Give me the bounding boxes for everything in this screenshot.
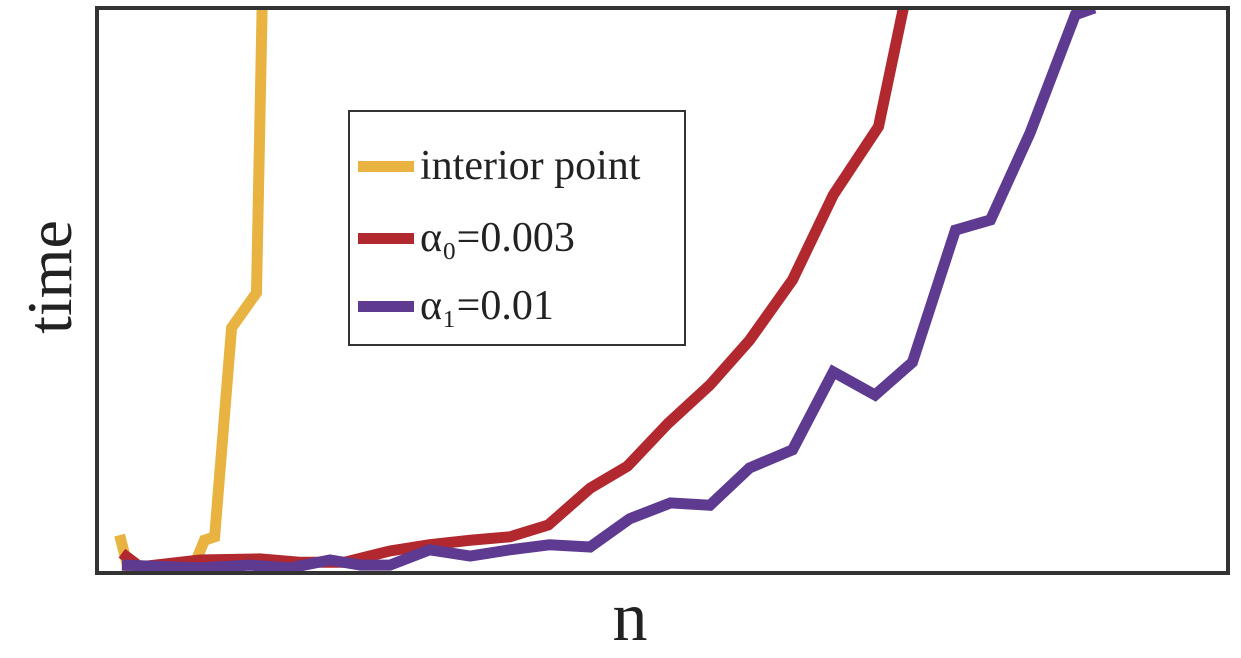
legend-item-alpha0: α₀=0.003 [358, 208, 575, 268]
legend: interior point α₀=0.003 α₁=0.01 [348, 110, 686, 346]
legend-swatch [358, 160, 414, 172]
legend-item-alpha1: α₁=0.01 [358, 276, 554, 336]
y-axis-label: time [14, 220, 85, 334]
legend-item-interior-point: interior point [358, 136, 640, 196]
legend-label: α₀=0.003 [420, 215, 575, 261]
series-line-1 [118, 8, 909, 573]
series-line-0 [114, 8, 268, 573]
legend-swatch [358, 300, 414, 312]
x-axis-label: n [612, 579, 648, 656]
legend-swatch [358, 232, 414, 244]
legend-label: α₁=0.01 [420, 283, 554, 329]
legend-label: interior point [420, 143, 641, 189]
series-line-2 [121, 8, 1097, 573]
plot-frame [95, 6, 1230, 575]
